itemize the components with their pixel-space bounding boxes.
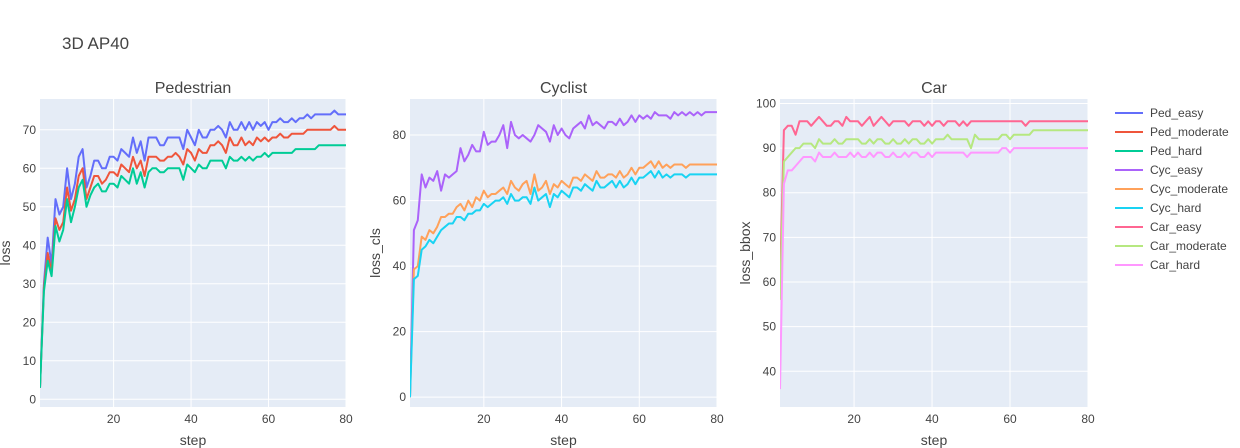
series-line-car-moderate bbox=[780, 129, 1088, 300]
x-axis-label: step bbox=[180, 432, 207, 448]
legend-item-car-hard[interactable]: Car_hard bbox=[1115, 258, 1200, 272]
y-tick-label: 80 bbox=[393, 128, 407, 142]
x-axis-label: step bbox=[550, 432, 577, 448]
y-tick-label: 60 bbox=[393, 194, 407, 208]
legend-label: Cyc_hard bbox=[1150, 201, 1201, 215]
subplots-group: 20 40 60 80 0 10 20 30 40 50 60 70 Pedestrian step los… bbox=[0, 80, 1095, 448]
y-tick-label: 70 bbox=[763, 230, 777, 244]
legend-label: Cyc_moderate bbox=[1150, 182, 1228, 196]
legend-item-cyc-hard[interactable]: Cyc_hard bbox=[1115, 201, 1201, 215]
legend-label: Car_hard bbox=[1150, 258, 1200, 272]
x-tick-label: 20 bbox=[107, 412, 121, 426]
series-line-ped-easy bbox=[40, 109, 346, 388]
legend-label: Car_moderate bbox=[1150, 239, 1227, 253]
legend-item-cyc-easy[interactable]: Cyc_easy bbox=[1115, 163, 1203, 177]
y-tick-label: 40 bbox=[763, 364, 777, 378]
x-tick-label: 80 bbox=[1081, 412, 1095, 426]
y-tick-label: 80 bbox=[763, 186, 777, 200]
legend-item-ped-moderate[interactable]: Ped_moderate bbox=[1115, 125, 1229, 139]
legend-label: Ped_hard bbox=[1150, 144, 1202, 158]
y-axis-label: loss_bbox bbox=[737, 221, 753, 284]
y-tick-label: 30 bbox=[23, 277, 37, 291]
legend-item-car-easy[interactable]: Car_easy bbox=[1115, 220, 1201, 234]
y-tick-label: 10 bbox=[23, 354, 37, 368]
y-tick-label: 50 bbox=[23, 200, 37, 214]
y-tick-label: 0 bbox=[29, 392, 36, 406]
series-line-cyc-moderate bbox=[410, 160, 717, 398]
y-tick-label: 100 bbox=[756, 96, 776, 110]
subplot-cyclist: 20 40 60 80 0 20 40 60 80 Cyclist step loss_cls bbox=[367, 80, 724, 448]
subplot-car: 20 40 60 80 40 50 60 70 80 90 100 Car step loss_bbox bbox=[737, 80, 1095, 448]
y-axis-label: loss_cls bbox=[367, 228, 383, 278]
series-line-ped-moderate bbox=[40, 124, 346, 388]
y-tick-label: 20 bbox=[23, 315, 37, 329]
plot-area bbox=[410, 99, 717, 407]
x-tick-label: 60 bbox=[1003, 412, 1017, 426]
legend-item-cyc-moderate[interactable]: Cyc_moderate bbox=[1115, 182, 1228, 196]
subplot-title: Car bbox=[921, 80, 947, 97]
x-tick-label: 80 bbox=[710, 412, 724, 426]
series-line-cyc-hard bbox=[410, 170, 717, 398]
legend-item-ped-hard[interactable]: Ped_hard bbox=[1115, 144, 1202, 158]
y-tick-label: 40 bbox=[23, 238, 37, 252]
legend[interactable]: Ped_easy Ped_moderate Ped_hard Cyc_easy Cyc_… bbox=[1115, 106, 1229, 272]
x-tick-label: 20 bbox=[847, 412, 861, 426]
y-tick-label: 20 bbox=[393, 325, 407, 339]
x-tick-label: 40 bbox=[925, 412, 939, 426]
x-tick-label: 60 bbox=[262, 412, 276, 426]
x-tick-label: 20 bbox=[477, 412, 491, 426]
x-tick-label: 40 bbox=[184, 412, 198, 426]
y-tick-label: 60 bbox=[23, 161, 37, 175]
legend-item-car-moderate[interactable]: Car_moderate bbox=[1115, 239, 1227, 253]
legend-item-ped-easy[interactable]: Ped_easy bbox=[1115, 106, 1203, 120]
x-axis-label: step bbox=[921, 432, 948, 448]
y-tick-label: 0 bbox=[399, 390, 406, 404]
x-tick-label: 80 bbox=[339, 412, 353, 426]
series-line-cyc-easy bbox=[410, 111, 717, 398]
series-line-ped-hard bbox=[40, 144, 346, 388]
subplot-title: Cyclist bbox=[540, 80, 588, 97]
chart-title: 3D AP40 bbox=[62, 34, 129, 53]
plot-area bbox=[780, 99, 1088, 407]
legend-label: Ped_moderate bbox=[1150, 125, 1229, 139]
legend-label: Car_easy bbox=[1150, 220, 1201, 234]
series-line-car-easy bbox=[780, 115, 1088, 283]
y-tick-label: 70 bbox=[23, 123, 37, 137]
legend-label: Cyc_easy bbox=[1150, 163, 1203, 177]
y-tick-label: 90 bbox=[763, 141, 777, 155]
subplot-pedestrian: 20 40 60 80 0 10 20 30 40 50 60 70 Pedestrian step los… bbox=[0, 80, 353, 448]
series-line-car-hard bbox=[780, 147, 1088, 390]
legend-label: Ped_easy bbox=[1150, 106, 1203, 120]
y-tick-label: 50 bbox=[763, 320, 777, 334]
subplot-title: Pedestrian bbox=[155, 80, 232, 97]
x-tick-label: 40 bbox=[555, 412, 569, 426]
y-axis-label: loss bbox=[0, 241, 13, 266]
y-tick-label: 40 bbox=[393, 259, 407, 273]
x-tick-label: 60 bbox=[633, 412, 647, 426]
y-tick-label: 60 bbox=[763, 275, 777, 289]
